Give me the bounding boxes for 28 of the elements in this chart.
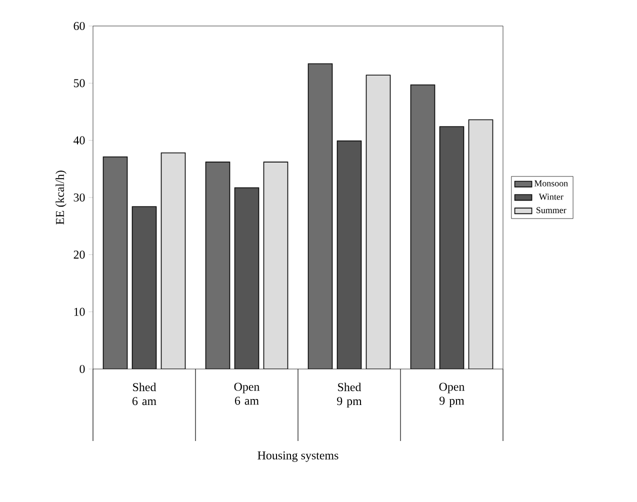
bar — [308, 64, 332, 369]
bar — [468, 119, 494, 369]
bar — [161, 152, 186, 369]
x-tick-label: Shed 9 pm — [337, 382, 362, 408]
bar — [132, 206, 156, 369]
x-tick-label: Open 9 pm — [439, 382, 465, 408]
legend-label: Monsoon — [534, 180, 568, 186]
y-tick-label: 10 — [74, 308, 85, 316]
y-tick-label: 50 — [74, 79, 85, 88]
bar — [439, 126, 464, 369]
bar — [103, 156, 128, 369]
y-tick-label: 30 — [74, 193, 85, 202]
bar — [410, 84, 436, 369]
y-tick-label: 60 — [74, 22, 85, 30]
y-tick-label: 20 — [74, 250, 85, 259]
y-tick-label: 0 — [80, 364, 85, 374]
x-axis-title: Housing systems — [258, 451, 338, 462]
x-tick-label: Shed 6 am — [132, 382, 156, 406]
bar — [366, 75, 390, 369]
bar — [337, 140, 362, 369]
legend-label: Winter — [538, 194, 564, 200]
y-tick-label: 40 — [74, 136, 85, 144]
bar — [264, 162, 288, 369]
bar — [234, 188, 259, 369]
bar — [206, 162, 230, 369]
x-tick-label: Open 6 am — [234, 382, 260, 405]
y-axis-title: EE (kcal/h) — [56, 170, 66, 225]
legend-label: Summer — [536, 207, 566, 214]
